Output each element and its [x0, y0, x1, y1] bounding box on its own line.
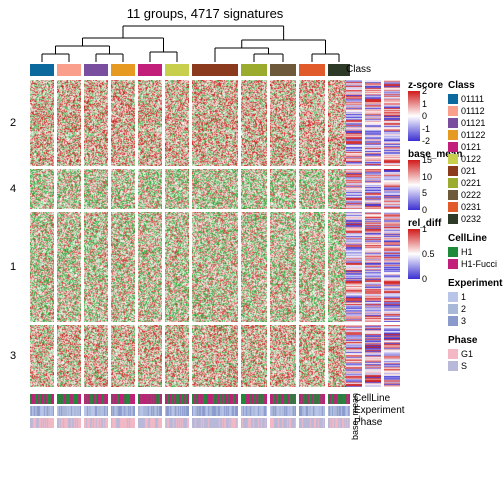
base-mean-label: base_mean — [350, 393, 360, 440]
class-swatch — [30, 64, 54, 76]
row-label: 3 — [10, 350, 16, 362]
row-label: 4 — [10, 183, 16, 195]
class-swatch — [111, 64, 135, 76]
chart-title: 11 groups, 4717 signatures — [95, 6, 315, 21]
dendrogram — [30, 22, 350, 65]
class-bar — [30, 64, 353, 76]
class-bar-label: Class — [346, 64, 371, 75]
row-label: 2 — [10, 117, 16, 129]
class-swatch — [84, 64, 108, 76]
class-swatch — [165, 64, 189, 76]
class-swatch — [270, 64, 296, 76]
class-swatch — [241, 64, 267, 76]
class-swatch — [138, 64, 162, 76]
bottom-ann-label: Experiment — [354, 405, 405, 416]
bottom-annotations — [30, 394, 350, 430]
heatmap — [30, 80, 350, 387]
side-annotations — [346, 80, 400, 387]
class-swatch — [57, 64, 81, 76]
row-label: 1 — [10, 261, 16, 273]
legends: z-score210-1-2base_mean151050rel_diff10.… — [408, 80, 462, 287]
class-swatch — [299, 64, 325, 76]
class-swatch — [192, 64, 238, 76]
